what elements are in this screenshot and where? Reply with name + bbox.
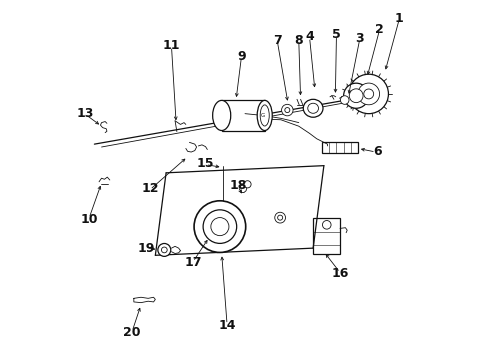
Text: 16: 16 bbox=[331, 267, 349, 280]
Circle shape bbox=[275, 212, 286, 223]
Text: 1: 1 bbox=[395, 12, 404, 25]
Text: 18: 18 bbox=[229, 179, 246, 192]
Circle shape bbox=[322, 221, 331, 229]
Text: 17: 17 bbox=[184, 256, 202, 269]
Text: 6: 6 bbox=[373, 145, 382, 158]
Ellipse shape bbox=[213, 100, 231, 131]
Text: G: G bbox=[261, 113, 265, 118]
Text: 3: 3 bbox=[355, 32, 364, 45]
Text: 10: 10 bbox=[80, 213, 98, 226]
Text: 12: 12 bbox=[141, 183, 159, 195]
Circle shape bbox=[278, 215, 283, 220]
Circle shape bbox=[343, 83, 368, 108]
Text: 20: 20 bbox=[123, 326, 141, 339]
Circle shape bbox=[203, 210, 237, 243]
Text: 15: 15 bbox=[197, 157, 214, 170]
Ellipse shape bbox=[303, 99, 323, 117]
Circle shape bbox=[244, 181, 251, 188]
Circle shape bbox=[211, 217, 229, 236]
Circle shape bbox=[158, 243, 171, 256]
Text: 14: 14 bbox=[219, 319, 236, 332]
Text: 5: 5 bbox=[332, 28, 341, 41]
Text: 13: 13 bbox=[77, 107, 94, 120]
Circle shape bbox=[161, 247, 167, 253]
Text: 2: 2 bbox=[375, 23, 384, 36]
Text: 9: 9 bbox=[237, 50, 245, 63]
Circle shape bbox=[282, 104, 293, 116]
Circle shape bbox=[194, 201, 245, 252]
Circle shape bbox=[364, 89, 374, 99]
Circle shape bbox=[358, 83, 380, 105]
Text: 4: 4 bbox=[305, 30, 314, 43]
Bar bbox=[322, 142, 358, 153]
Circle shape bbox=[341, 96, 349, 104]
Circle shape bbox=[349, 89, 363, 103]
Ellipse shape bbox=[257, 100, 272, 131]
Bar bbox=[313, 218, 340, 253]
Text: 7: 7 bbox=[273, 33, 282, 47]
Text: 8: 8 bbox=[294, 33, 303, 47]
Ellipse shape bbox=[308, 103, 319, 113]
Ellipse shape bbox=[260, 105, 269, 126]
Circle shape bbox=[285, 108, 290, 113]
Circle shape bbox=[349, 74, 389, 114]
Text: 19: 19 bbox=[138, 242, 155, 255]
Bar bbox=[221, 100, 265, 131]
Text: 11: 11 bbox=[163, 39, 180, 52]
